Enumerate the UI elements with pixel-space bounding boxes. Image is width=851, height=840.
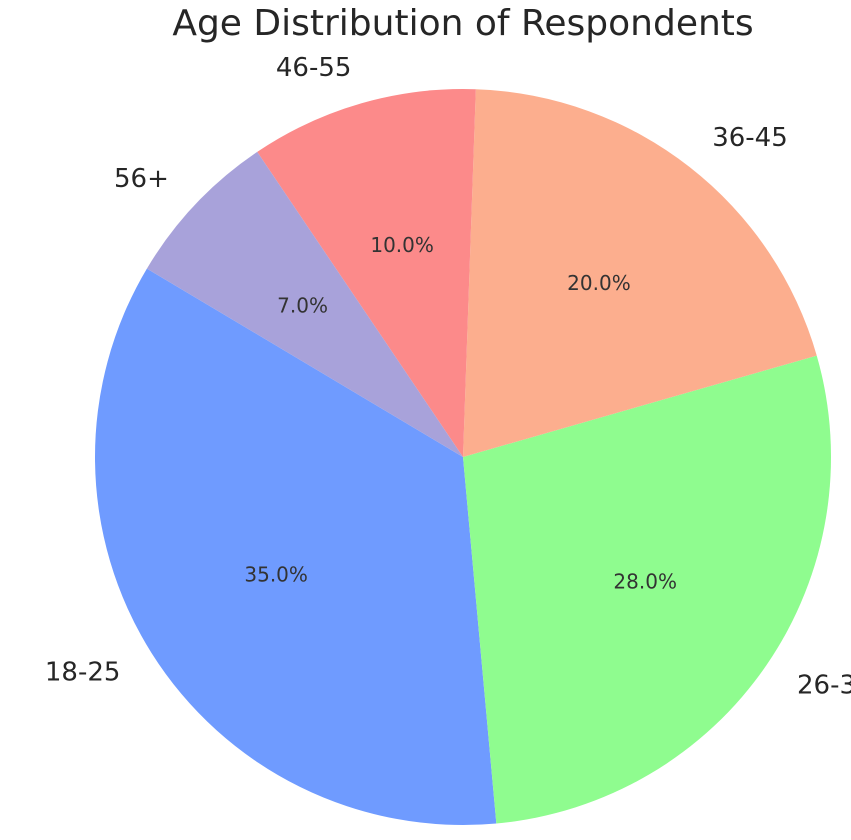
category-label: 26-35	[797, 671, 851, 701]
slices-group	[94, 89, 831, 825]
percent-label: 20.0%	[567, 271, 631, 295]
category-label: 56+	[114, 164, 169, 194]
category-label: 46-55	[276, 53, 352, 83]
percent-label: 10.0%	[370, 233, 434, 257]
labels-group: 35.0% 18-25 28.0% 26-35 20.0% 36-45 10.0% 46-55…	[45, 53, 851, 701]
pie-slice-26-35	[463, 355, 831, 824]
percent-label: 7.0%	[277, 293, 328, 317]
pie-slice-46-55	[257, 89, 476, 457]
pie-slice-18-25	[94, 268, 497, 825]
pie-slice-36-45	[463, 89, 817, 457]
category-label: 36-45	[712, 123, 788, 153]
percent-label: 35.0%	[244, 563, 308, 587]
percent-label: 28.0%	[613, 570, 677, 594]
pie-slice-56plus	[146, 151, 463, 457]
category-label: 18-25	[45, 658, 121, 688]
chart-title: Age Distribution of Respondents	[172, 3, 753, 44]
